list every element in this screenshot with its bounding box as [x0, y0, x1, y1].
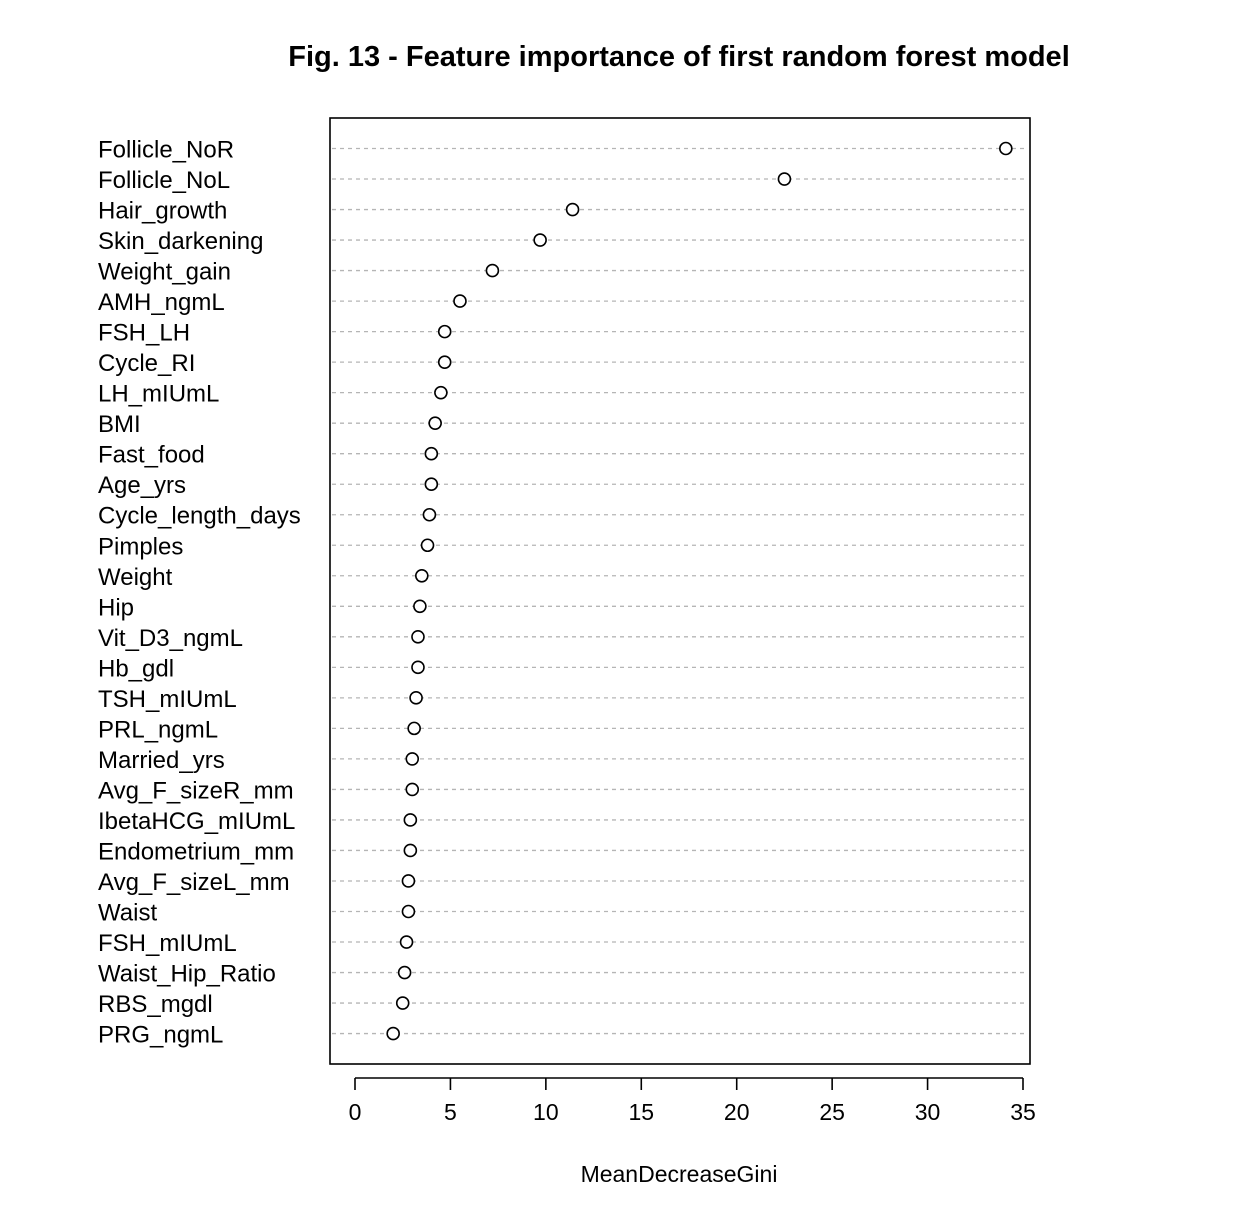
data-point	[407, 721, 421, 736]
data-point	[565, 202, 580, 217]
x-tick-label: 20	[724, 1099, 750, 1125]
data-point	[437, 355, 452, 369]
x-tick-label: 10	[533, 1099, 559, 1125]
category-label: AMH_ngmL	[98, 289, 225, 316]
category-label: Pimples	[98, 533, 183, 560]
category-label: Hb_gdl	[98, 655, 174, 682]
category-label: Weight	[98, 564, 173, 591]
data-point	[777, 172, 792, 186]
x-tick-label: 30	[915, 1099, 941, 1125]
category-label: Vit_D3_ngmL	[98, 625, 243, 652]
data-point	[399, 935, 414, 949]
x-tick-label: 25	[819, 1099, 845, 1125]
data-point	[420, 538, 435, 553]
guide-lines	[332, 147, 1028, 1035]
x-tick-label: 0	[349, 1099, 362, 1125]
category-label: PRL_ngmL	[98, 716, 218, 743]
data-point	[405, 752, 420, 766]
data-point	[386, 1026, 400, 1041]
category-label: LH_mIUmL	[98, 381, 219, 408]
data-point	[413, 599, 427, 614]
data-points	[386, 141, 1013, 1041]
data-point	[453, 294, 467, 308]
category-label: RBS_mgdl	[98, 991, 213, 1018]
x-tick-label: 15	[628, 1099, 654, 1125]
x-axis-label: MeanDecreaseGini	[581, 1161, 778, 1187]
data-point	[437, 324, 452, 339]
category-labels: Follicle_NoR Follicle_NoL Hair_growth Skin_…	[98, 137, 301, 1049]
category-label: Married_yrs	[98, 747, 225, 774]
category-label: Skin_darkening	[98, 228, 263, 255]
data-point	[403, 843, 418, 858]
category-label: Waist	[98, 900, 157, 927]
data-point	[999, 141, 1013, 156]
category-label: Avg_F_sizeR_mm	[98, 777, 294, 804]
data-point	[414, 568, 429, 583]
category-label: FSH_mIUmL	[98, 930, 237, 957]
chart-title: Fig. 13 - Feature importance of first ra…	[288, 41, 1070, 73]
x-tick-label: 5	[444, 1099, 457, 1125]
data-point	[405, 782, 420, 797]
data-point	[397, 965, 412, 980]
data-point	[424, 446, 439, 461]
x-tick-label: 35	[1010, 1099, 1036, 1125]
category-label: Hair_growth	[98, 198, 227, 225]
data-point	[533, 233, 547, 247]
category-label: IbetaHCG_mIUmL	[98, 808, 295, 835]
data-point	[411, 660, 425, 675]
data-point	[403, 813, 418, 827]
category-label: Fast_food	[98, 442, 205, 469]
category-label: Waist_Hip_Ratio	[98, 961, 276, 988]
category-label: Cycle_length_days	[98, 503, 301, 530]
category-label: Endometrium_mm	[98, 838, 294, 865]
plot-frame	[329, 117, 1031, 1065]
category-label: Age_yrs	[98, 472, 186, 499]
category-label: FSH_LH	[98, 320, 190, 347]
category-label: Avg_F_sizeL_mm	[98, 869, 290, 896]
category-label: BMI	[98, 411, 141, 438]
data-point	[409, 691, 423, 705]
data-point	[395, 996, 410, 1010]
category-label: TSH_mIUmL	[98, 686, 237, 713]
category-label: Weight_gain	[98, 259, 231, 286]
data-point	[485, 263, 500, 278]
data-point	[428, 416, 442, 430]
category-label: PRG_ngmL	[98, 1022, 223, 1049]
data-point	[401, 874, 416, 888]
data-point	[422, 507, 437, 522]
data-point	[411, 630, 425, 644]
category-label: Hip	[98, 594, 134, 621]
data-point	[401, 904, 416, 919]
category-label: Follicle_NoL	[98, 167, 230, 194]
data-point	[434, 385, 448, 400]
category-label: Cycle_RI	[98, 350, 195, 377]
category-label: Follicle_NoR	[98, 137, 234, 164]
x-axis: 0 5 10 15 20 25 30 35	[349, 1077, 1036, 1125]
data-point	[424, 477, 439, 492]
